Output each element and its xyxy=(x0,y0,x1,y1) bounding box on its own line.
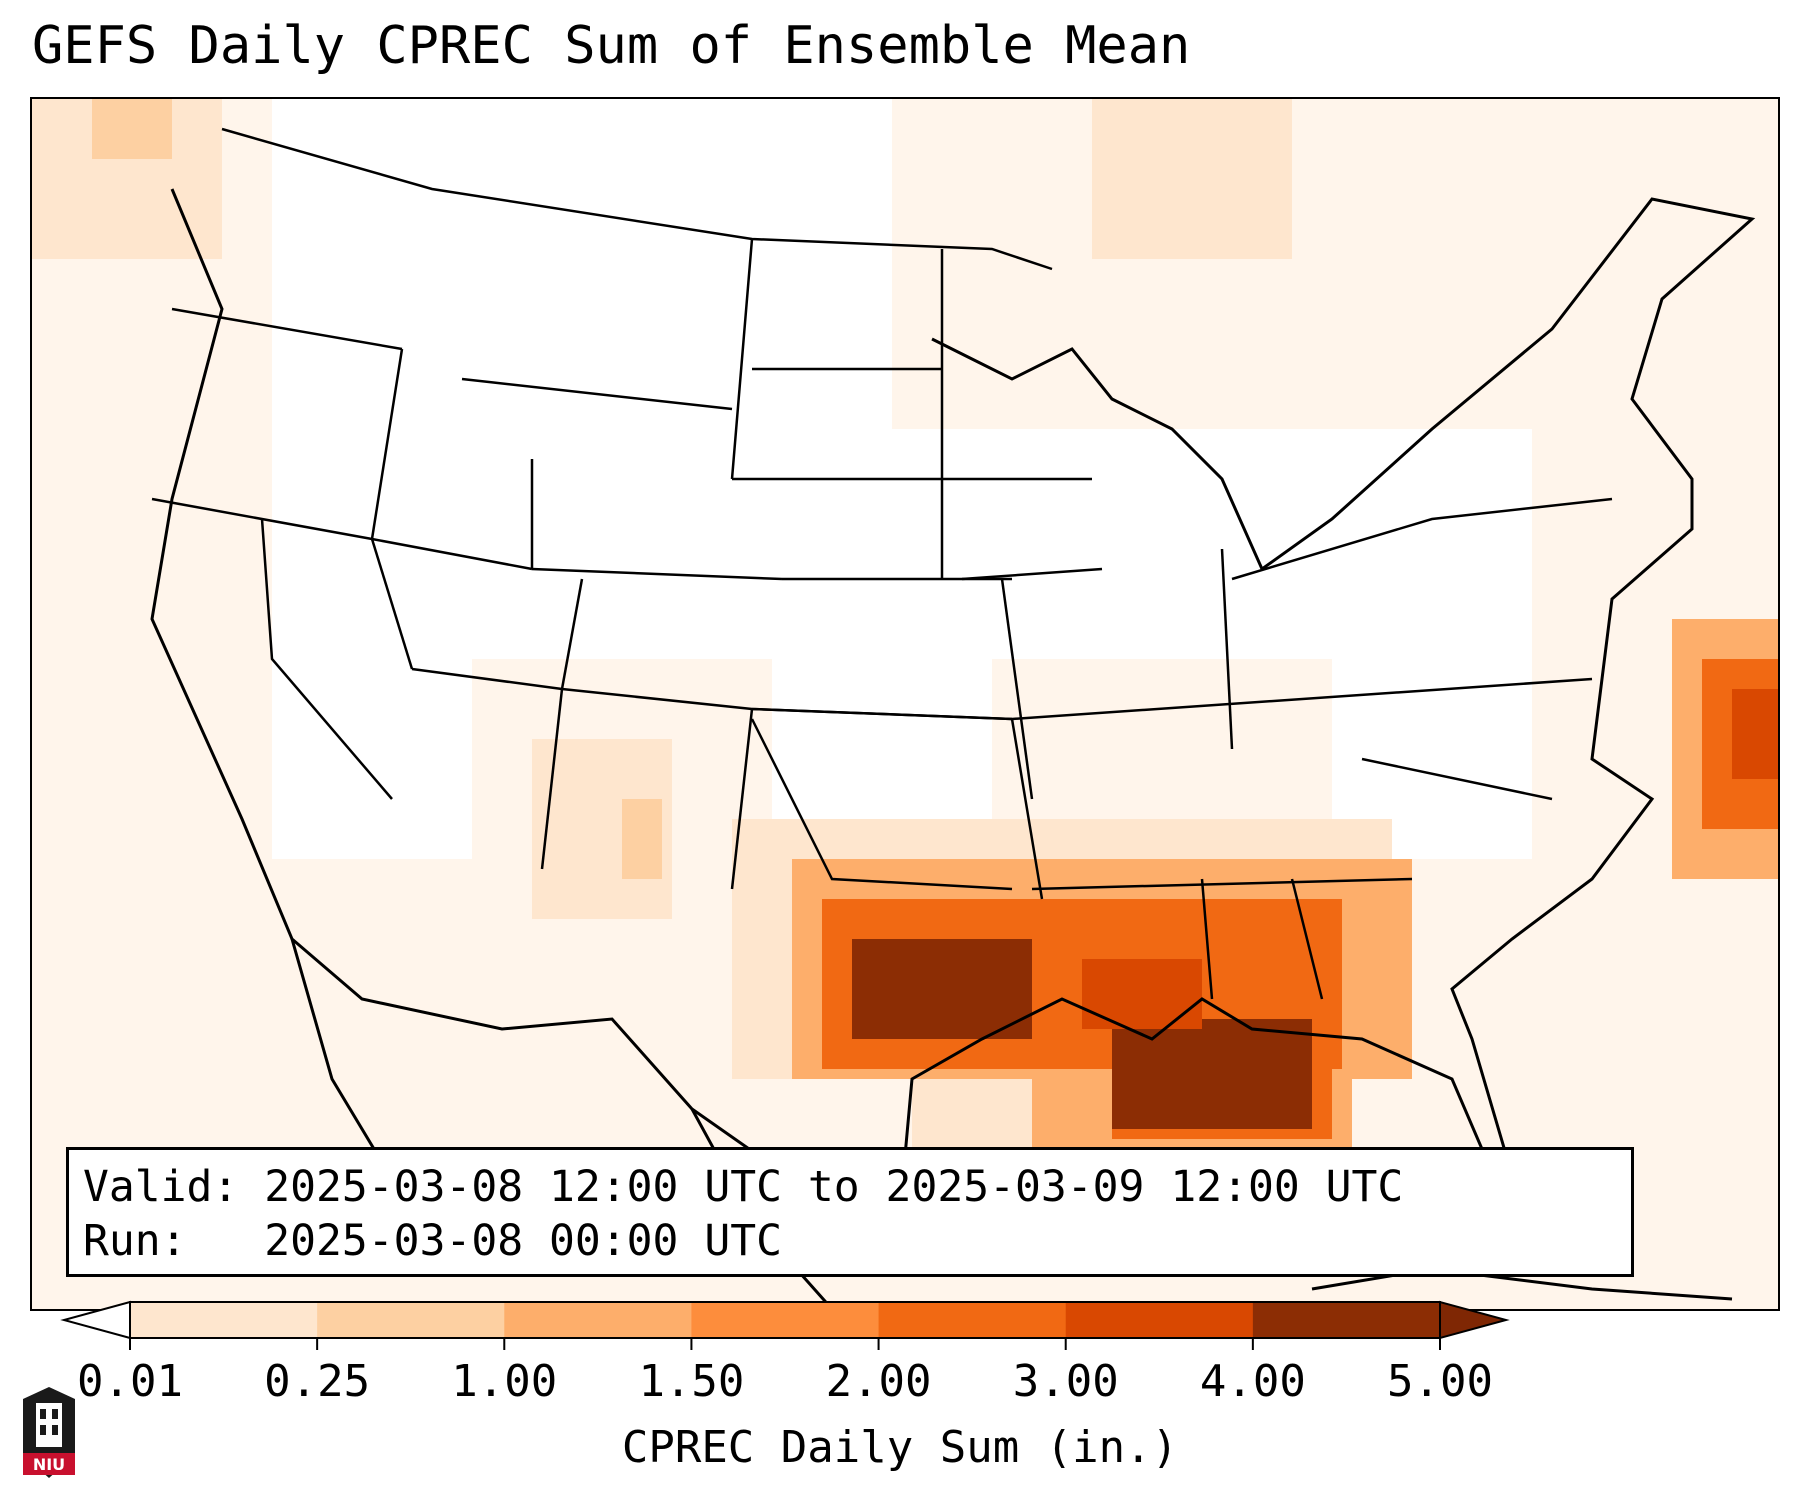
border-ok-tx xyxy=(750,718,1013,891)
logo-tower xyxy=(36,1403,62,1447)
colorbar: 0.01 0.25 1.00 1.50 2.00 3.00 4.00 5.00 CPREC D… xyxy=(60,1300,1510,1473)
precip-field-north xyxy=(892,99,1778,429)
precip-core-3 xyxy=(1082,959,1202,1029)
valid-value: 2025-03-08 12:00 UTC to 2025-03-09 12:00… xyxy=(264,1162,1404,1212)
colorbar-under-arrow xyxy=(60,1300,131,1340)
colorbar-tick-label: 1.50 xyxy=(638,1356,744,1407)
border-tn xyxy=(1011,677,1593,721)
colorbar-segment xyxy=(691,1302,880,1338)
colorbar-tick-label: 0.25 xyxy=(264,1356,370,1407)
precip-field-nm-core xyxy=(622,799,662,879)
precip-field-canada-ne xyxy=(1092,99,1292,259)
colorbar-segment xyxy=(317,1302,505,1338)
logo-tower-window-4 xyxy=(52,1425,58,1435)
logo-tower-window-2 xyxy=(52,1409,58,1419)
border-ks-ok xyxy=(751,707,1013,721)
border-ca-nv xyxy=(260,518,393,800)
colorbar-ticks: 0.01 0.25 1.00 1.50 2.00 3.00 4.00 5.00 xyxy=(77,1338,1493,1407)
border-in-oh xyxy=(1220,548,1234,750)
border-id-nv xyxy=(371,537,533,571)
border-nc-sc xyxy=(1361,757,1553,801)
logo-tower-window-3 xyxy=(40,1425,46,1435)
precip-shading xyxy=(32,99,1778,1309)
colorbar-segments xyxy=(60,1300,1510,1340)
valid-label: Valid: xyxy=(83,1162,239,1212)
colorbar-tick-label: 1.00 xyxy=(451,1356,557,1407)
border-mt-wy xyxy=(461,377,733,411)
precip-field-midsouth xyxy=(992,659,1332,839)
border-co-ut xyxy=(560,578,584,690)
colorbar-over-arrow xyxy=(1439,1300,1510,1340)
colorbar-segment xyxy=(1252,1302,1441,1338)
precip-map xyxy=(32,99,1778,1309)
logo-banner xyxy=(23,1453,75,1475)
colorbar-segment xyxy=(878,1302,1067,1338)
cuba xyxy=(1311,1267,1733,1301)
logo-text: NIU xyxy=(33,1455,65,1474)
us-outline xyxy=(150,188,1756,1222)
colorbar-tick-label: 5.00 xyxy=(1387,1356,1493,1407)
valid-run-info-box: Valid: 2025-03-08 12:00 UTC to 2025-03-0… xyxy=(66,1147,1634,1277)
colorbar-tick-label: 4.00 xyxy=(1200,1356,1306,1407)
border-wy-co xyxy=(531,567,783,581)
border-mt-nd xyxy=(730,238,754,480)
state-borders xyxy=(151,127,1613,1000)
border-nv-ut xyxy=(370,538,414,670)
logo-tower-window-1 xyxy=(40,1409,46,1419)
border-al-ga xyxy=(1290,878,1324,1000)
border-ms-al xyxy=(1200,878,1214,1000)
run-value: 2025-03-08 00:00 UTC xyxy=(264,1216,782,1266)
precip-atlantic-3 xyxy=(1732,689,1778,779)
precip-nw-core xyxy=(92,99,172,159)
colorbar-tick-label: 2.00 xyxy=(826,1356,932,1407)
border-ia-mo xyxy=(961,567,1103,581)
precip-core-1 xyxy=(852,939,1032,1039)
border-az-nm xyxy=(540,688,564,870)
colorbar-label: CPREC Daily Sum (in.) xyxy=(622,1422,1178,1473)
border-id-mt xyxy=(370,348,404,540)
border-ut-az xyxy=(411,667,563,691)
colorbar-segment xyxy=(1065,1302,1254,1338)
colorbar-segment xyxy=(130,1302,318,1338)
border-ar-la xyxy=(1010,718,1044,900)
border-gulf-states xyxy=(1031,877,1413,891)
border-mo-il xyxy=(1000,578,1034,800)
border-oh-pa xyxy=(1231,497,1613,581)
border-nm-tx xyxy=(730,708,754,890)
colorbar-tick-label: 0.01 xyxy=(77,1356,183,1407)
map-panel xyxy=(30,97,1780,1311)
colorbar-outline xyxy=(129,1301,1441,1339)
map-title: GEFS Daily CPREC Sum of Ensemble Mean xyxy=(32,16,1191,76)
border-wa-or xyxy=(171,307,403,351)
colorbar-tick-label: 3.00 xyxy=(1013,1356,1119,1407)
run-label: Run: xyxy=(83,1216,187,1266)
colorbar-segment xyxy=(504,1302,692,1338)
niu-logo: NIU xyxy=(23,1387,75,1478)
